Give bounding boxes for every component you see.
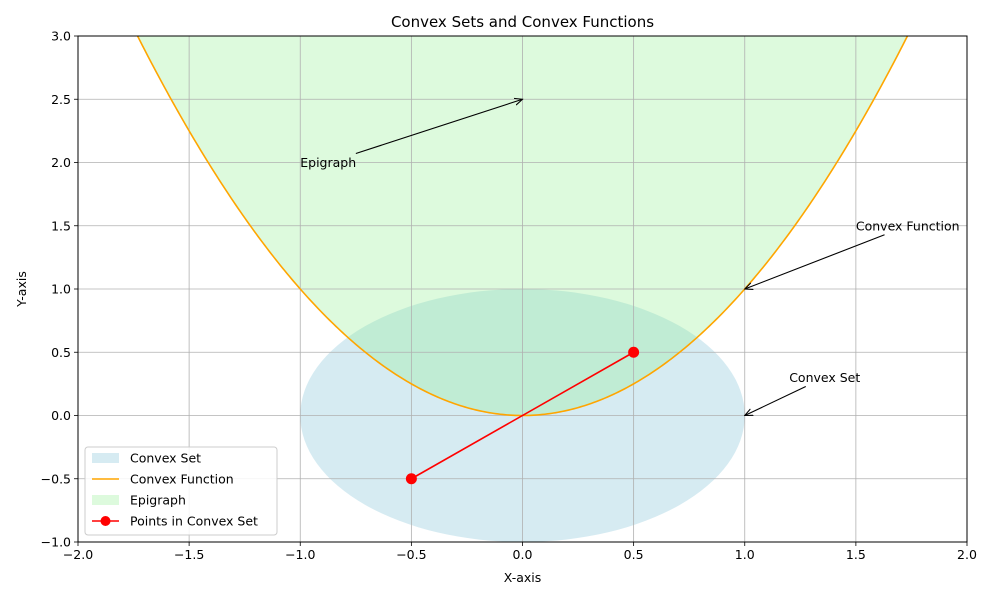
x-tick-label: 2.0 <box>957 547 977 562</box>
point-marker <box>628 346 640 358</box>
annotation-arrow <box>745 234 885 289</box>
annotation-arrow <box>745 386 807 416</box>
y-tick-label: 1.0 <box>51 282 71 297</box>
x-tick-label: 0.0 <box>513 547 533 562</box>
point-marker <box>405 473 417 485</box>
y-axis-label: Y-axis <box>14 271 29 308</box>
annotation-label: Epigraph <box>300 155 356 170</box>
y-tick-label: 3.0 <box>51 29 71 44</box>
y-tick-label: 0.0 <box>51 408 71 423</box>
annotation-label: Convex Function <box>856 218 960 233</box>
x-tick-label: −0.5 <box>396 547 426 562</box>
legend-marker <box>100 516 111 526</box>
y-tick-label: −0.5 <box>41 471 71 486</box>
chart-title: Convex Sets and Convex Functions <box>391 13 654 31</box>
y-tick-label: 2.0 <box>51 155 71 170</box>
legend-label: Convex Set <box>130 451 201 466</box>
x-tick-label: 1.0 <box>735 547 755 562</box>
legend-swatch <box>92 495 119 505</box>
x-tick-label: −2.0 <box>63 547 93 562</box>
annotation-label: Convex Set <box>789 370 860 385</box>
legend-label: Convex Function <box>130 472 234 487</box>
points-segment-line <box>410 351 635 480</box>
x-tick-label: 1.5 <box>846 547 866 562</box>
legend-label: Epigraph <box>130 493 186 508</box>
x-tick-label: −1.0 <box>285 547 315 562</box>
y-tick-label: 0.5 <box>51 345 71 360</box>
y-tick-label: 2.5 <box>51 92 71 107</box>
x-tick-label: −1.5 <box>174 547 204 562</box>
x-tick-label: 0.5 <box>624 547 644 562</box>
y-tick-label: 1.5 <box>51 218 71 233</box>
x-axis-label: X-axis <box>504 570 542 585</box>
legend-label: Points in Convex Set <box>130 514 258 529</box>
y-tick-label: −1.0 <box>41 535 71 550</box>
legend-box <box>84 446 278 536</box>
legend-swatch <box>92 453 119 463</box>
legend: Convex Set Convex Function Epigraph Points … <box>84 446 278 536</box>
annotation-arrow <box>355 99 523 155</box>
